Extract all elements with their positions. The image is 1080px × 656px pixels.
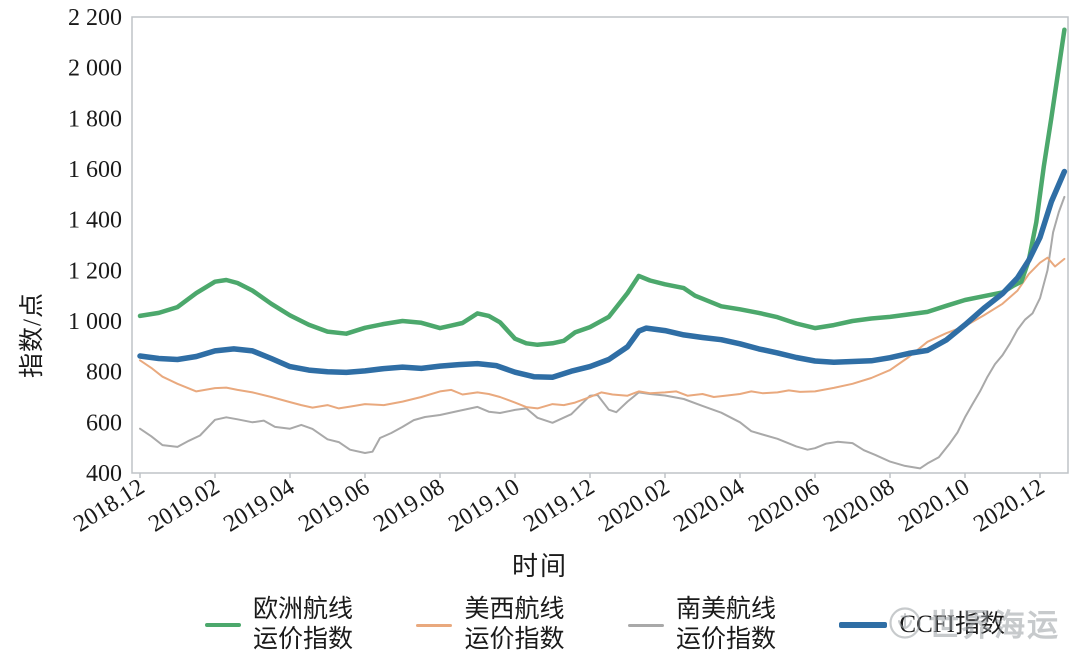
- legend-label-line2: 运价指数: [253, 626, 354, 653]
- y-tick-label: 600: [86, 410, 122, 436]
- legend-label: 欧洲航线 运价指数: [253, 595, 353, 656]
- x-tick-label: 2019.12: [519, 474, 599, 537]
- legend-label-line2: 运价指数: [464, 626, 565, 653]
- y-tick-label: 400: [86, 461, 122, 487]
- y-tick-label: 2 000: [68, 56, 122, 82]
- y-axis-title-text: 指数/点: [19, 292, 47, 378]
- legend-label-line1: 南美航线: [675, 595, 776, 623]
- legend-label: CCFI指数: [899, 610, 1005, 641]
- y-tick-label: 1 000: [68, 309, 122, 335]
- series-美西航线运价指数: [139, 256, 1066, 410]
- x-tick-label: 2019.06: [294, 474, 374, 537]
- x-tick-label: 2019.02: [144, 474, 224, 537]
- x-tick-label: 2020.06: [744, 474, 824, 537]
- uswest-line-swatch: [416, 623, 453, 627]
- x-tick-label: 2019.04: [219, 474, 299, 537]
- y-tick-label: 1 200: [68, 258, 122, 284]
- legend-label: 南美航线 运价指数: [676, 595, 776, 656]
- legend-label-line2: 运价指数: [675, 626, 776, 653]
- series-南美航线运价指数: [139, 195, 1066, 470]
- legend-item-southamerica-route: 南美航线 运价指数: [627, 595, 776, 656]
- ccfi-line-swatch: [839, 622, 888, 628]
- y-tick-label: 2 200: [68, 5, 122, 31]
- y-tick-label: 1 600: [68, 157, 122, 183]
- legend-label-line1: 欧洲航线: [253, 595, 354, 623]
- legend-label-line1: CCFI指数: [899, 610, 1005, 638]
- europe-line-swatch: [205, 623, 241, 627]
- x-tick-label: 2019.10: [444, 474, 524, 537]
- legend-label-line1: 美西航线: [464, 595, 565, 623]
- plot-border: [131, 16, 1069, 474]
- legend: 欧洲航线 运价指数 美西航线 运价指数 南美航线 运价指数 CCFI指数: [205, 595, 1005, 656]
- x-tick-label: 2020.10: [894, 474, 974, 537]
- x-tick-label: 2020.12: [969, 474, 1049, 537]
- southamerica-line-swatch: [627, 623, 664, 627]
- y-axis-title: 指数/点: [16, 270, 46, 400]
- legend-item-ccfi: CCFI指数: [839, 610, 1005, 641]
- legend-label: 美西航线 运价指数: [464, 595, 564, 656]
- legend-item-uswest-route: 美西航线 运价指数: [416, 595, 564, 656]
- series-CCFI指数: [137, 168, 1068, 380]
- y-tick-label: 1 400: [68, 208, 122, 234]
- series-欧洲航线运价指数: [137, 27, 1067, 348]
- y-tick-label: 800: [86, 360, 122, 386]
- x-tick-label: 2020.02: [594, 474, 674, 537]
- x-tick-label: 2019.08: [369, 474, 449, 537]
- y-tick-label: 1 800: [68, 106, 122, 132]
- x-tick-label: 2020.04: [669, 474, 749, 537]
- x-axis-title: 时间: [511, 552, 568, 581]
- legend-item-europe-route: 欧洲航线 运价指数: [205, 595, 353, 656]
- x-tick-label: 2020.08: [819, 474, 899, 537]
